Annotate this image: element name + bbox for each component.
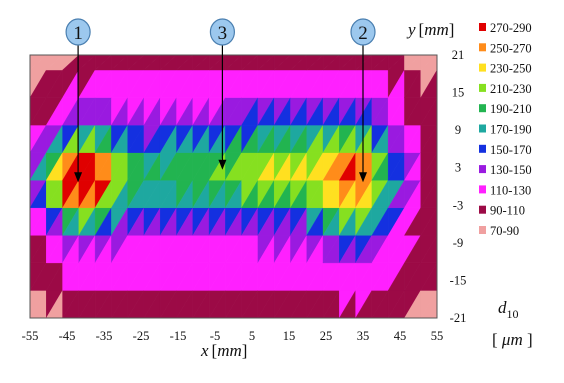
x-axis-var: x [200, 341, 209, 360]
y-tick-label: 3 [455, 161, 461, 175]
legend-label: 110-130 [490, 183, 531, 197]
y-tick-label: -3 [453, 198, 463, 212]
marker-arrow-head [74, 172, 83, 183]
marker-2: 2 [350, 18, 376, 183]
x-tick-label: -35 [96, 329, 113, 343]
y-axis-label: y [mm] [406, 20, 454, 39]
legend-label: 210-230 [490, 82, 532, 96]
legend-swatch [479, 43, 486, 52]
x-tick-label: -45 [59, 329, 76, 343]
colorbar-unit-text: μm [501, 330, 523, 349]
heatmap-cells [29, 54, 438, 319]
marker-label: 2 [358, 23, 368, 44]
y-tick-label: -15 [450, 273, 467, 287]
x-tick-label: 45 [394, 329, 407, 343]
x-tick-label: -25 [133, 329, 150, 343]
plot-frame [29, 54, 438, 319]
marker-badge [350, 18, 376, 46]
y-axis-unit: mm [424, 20, 449, 39]
marker-label: 3 [218, 23, 228, 44]
colorbar-legend: 270-290 250-270 230-250 210-230 190-210 170-1… [479, 21, 532, 238]
x-tick-labels: -55 -45 -35 -25 -15 -5 5 15 25 35 45 55 [22, 329, 444, 343]
legend-swatch [479, 144, 486, 153]
x-tick-label: 35 [357, 329, 370, 343]
x-axis-label: x [mm] [200, 341, 247, 360]
legend-label: 170-190 [490, 123, 532, 137]
legend-label: 70-90 [490, 224, 519, 238]
colorbar-title: d10 [498, 298, 519, 321]
x-tick-label: -55 [22, 329, 39, 343]
y-tick-labels: 21 15 9 3 -3 -9 -15 -21 [450, 48, 467, 325]
marker-badge [209, 18, 235, 46]
legend-swatch [479, 185, 486, 194]
y-tick-label: -9 [453, 236, 463, 250]
legend-swatch [479, 226, 486, 234]
legend-label: 250-270 [490, 41, 532, 55]
x-tick-label: 25 [320, 329, 333, 343]
x-tick-label: 55 [431, 329, 444, 343]
marker-1: 1 [65, 18, 91, 183]
legend-label: 150-170 [490, 143, 532, 157]
legend-swatch [479, 124, 486, 133]
x-tick-label: 15 [283, 329, 296, 343]
legend-swatch [479, 63, 486, 72]
legend-label: 270-290 [490, 21, 532, 35]
legend-swatch [479, 23, 486, 31]
marker-arrow-head [218, 159, 227, 170]
legend-swatch [479, 165, 486, 174]
legend-label: 230-250 [490, 62, 532, 76]
marker-3: 3 [209, 18, 235, 170]
marker-label: 1 [73, 23, 83, 44]
marker-badge [65, 18, 91, 46]
y-axis-var: y [406, 20, 416, 39]
colorbar-unit: [ μm ] [492, 330, 533, 349]
x-tick-label: -15 [170, 329, 187, 343]
y-tick-label: -21 [450, 311, 467, 325]
colorbar-title-var: d [498, 298, 507, 317]
y-tick-label: 15 [452, 86, 465, 100]
marker-arrow-head [359, 172, 367, 183]
legend-swatch [479, 205, 486, 214]
x-tick-label: 5 [249, 329, 255, 343]
y-tick-label: 21 [452, 48, 465, 62]
legend-label: 190-210 [490, 102, 532, 116]
y-tick-label: 9 [455, 123, 461, 137]
legend-swatch [479, 83, 486, 92]
x-axis-unit: mm [217, 341, 242, 360]
markers: 1 2 3 [65, 18, 376, 183]
colorbar-title-sub: 10 [507, 307, 519, 321]
legend-label: 130-150 [490, 163, 532, 177]
legend-swatch [479, 104, 486, 113]
legend-label: 90-110 [490, 204, 525, 218]
x-tick-label: -5 [210, 329, 220, 343]
